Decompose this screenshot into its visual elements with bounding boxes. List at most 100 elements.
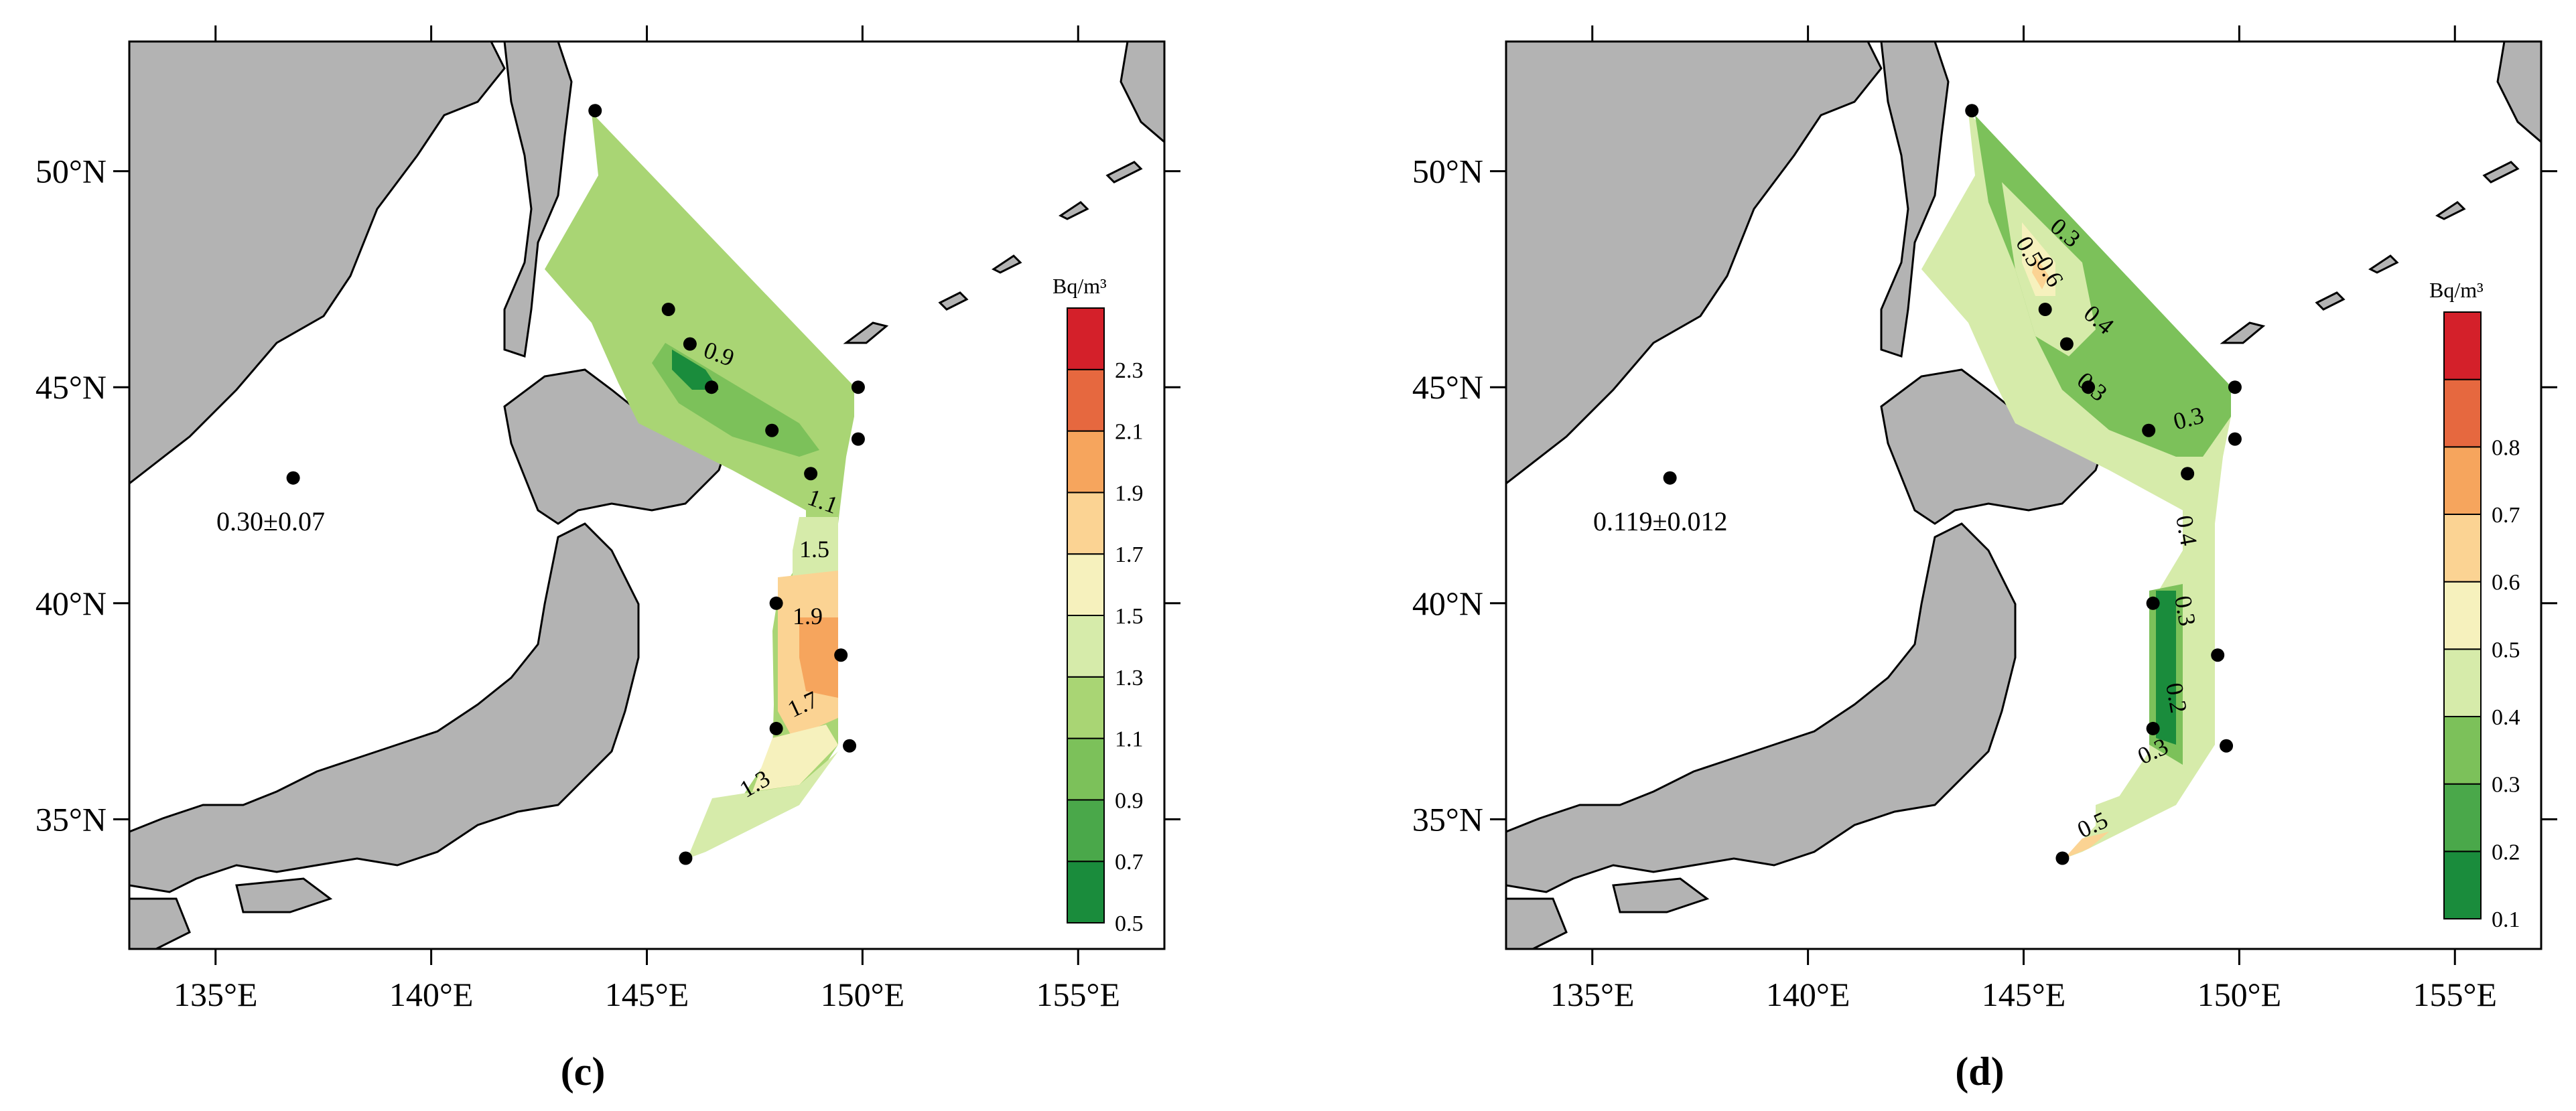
mean-annotation: 0.30±0.07 — [216, 506, 325, 536]
y-tick-label: 40°N — [1412, 585, 1483, 622]
station-dot — [2142, 423, 2156, 437]
colorbar: Bq/m³ 0.5 0.7 0.9 1.1 1.3 1.5 1.7 1.9 2.1 2.3 — [1053, 274, 1144, 936]
colorbar-swatch — [2443, 850, 2482, 919]
axes-c: 135°E 140°E 145°E 150°E 155°E 50°N 45°N 40°N 35°… — [36, 25, 1180, 1013]
station-dot — [2220, 739, 2234, 753]
colorbar-tick-label: 1.1 — [1115, 727, 1144, 752]
map-panel-d: 0.3 0.5 0.6 0.4 0.3 0.3 0.4 0.3 0.2 0.3 … — [1505, 40, 2543, 950]
x-tick-label: 150°E — [2197, 976, 2282, 1013]
station-dot — [588, 104, 602, 118]
contour-label: 0.4 — [2171, 513, 2202, 547]
colorbar-tick-label: 0.1 — [2492, 907, 2520, 932]
colorbar-swatch — [1067, 492, 1105, 555]
station-dot — [769, 721, 783, 735]
colorbar-swatch — [2443, 648, 2482, 718]
x-tick-label: 140°E — [1766, 976, 1850, 1013]
station-dot — [2228, 380, 2242, 394]
colorbar-tick-label: 0.8 — [2492, 435, 2520, 460]
colorbar-tick-label: 0.4 — [2492, 705, 2520, 730]
station-dot — [2055, 851, 2070, 865]
colorbar-unit: Bq/m³ — [1053, 274, 1107, 298]
station-dot — [1965, 104, 1979, 118]
colorbar-swatch — [1067, 307, 1105, 370]
station-dot — [2146, 721, 2160, 735]
y-tick-label: 45°N — [1412, 368, 1483, 406]
contour-fill — [1921, 113, 2231, 859]
colorbar-tick-label: 0.3 — [2492, 773, 2520, 798]
axes-d: 135°E 140°E 145°E 150°E 155°E 50°N 45°N 40°N 35°… — [1412, 25, 2557, 1013]
colorbar-unit: Bq/m³ — [2429, 278, 2484, 302]
colorbar-swatch — [1067, 676, 1105, 739]
station-dot — [2082, 380, 2096, 394]
station-dot — [2228, 432, 2242, 446]
panel-label-c: (c) — [561, 1049, 606, 1094]
colorbar-tick-label: 1.3 — [1115, 666, 1144, 690]
contour-label: 1.5 — [799, 536, 829, 563]
station-dot — [769, 596, 783, 610]
colorbar-tick-label: 0.7 — [1115, 850, 1144, 875]
station-dot — [1663, 471, 1677, 485]
colorbar-tick-label: 1.5 — [1115, 604, 1144, 629]
colorbar-tick-label: 0.6 — [2492, 571, 2520, 595]
x-tick-label: 145°E — [1982, 976, 2066, 1013]
station-dot — [661, 303, 675, 317]
colorbar-swatch — [1067, 430, 1105, 494]
x-tick-label: 135°E — [174, 976, 258, 1013]
colorbar-swatch — [2443, 378, 2482, 448]
station-dot — [2059, 337, 2074, 351]
station-dot — [851, 432, 865, 446]
x-tick-label: 135°E — [1550, 976, 1635, 1013]
colorbar-tick-label: 2.1 — [1115, 420, 1144, 445]
contour-label: 1.9 — [793, 603, 823, 629]
station-dot — [804, 467, 818, 481]
colorbar-swatch — [2443, 311, 2482, 380]
station-dot — [843, 739, 857, 753]
x-tick-label: 155°E — [1036, 976, 1120, 1013]
y-tick-label: 35°N — [1412, 800, 1483, 838]
colorbar-swatch — [1067, 368, 1105, 432]
contour-label: 0.3 — [2169, 593, 2201, 627]
colorbar-swatch — [2443, 716, 2482, 785]
colorbar-swatch — [2443, 446, 2482, 515]
colorbar-swatch — [1067, 861, 1105, 924]
station-dot — [2038, 303, 2052, 317]
y-tick-label: 40°N — [36, 585, 107, 622]
colorbar-swatch — [2443, 783, 2482, 853]
colorbar: Bq/m³ 0.1 0.2 0.3 0.4 0.5 0.6 0.7 0.8 — [2429, 278, 2520, 932]
colorbar-tick-label: 2.3 — [1115, 358, 1144, 383]
mean-annotation: 0.119±0.012 — [1593, 506, 1727, 536]
colorbar-tick-label: 0.2 — [2492, 840, 2520, 865]
colorbar-swatch — [2443, 581, 2482, 650]
colorbar-swatch — [1067, 799, 1105, 863]
station-dot — [2146, 596, 2160, 610]
station-dot — [286, 471, 300, 485]
land-masses — [129, 42, 1164, 949]
x-tick-label: 145°E — [605, 976, 689, 1013]
x-tick-label: 150°E — [821, 976, 905, 1013]
y-tick-label: 35°N — [36, 800, 107, 838]
station-dot — [2211, 648, 2225, 662]
station-dot — [2181, 467, 2195, 481]
colorbar-tick-label: 0.7 — [2492, 503, 2520, 528]
colorbar-tick-label: 1.7 — [1115, 542, 1144, 567]
station-dot — [679, 851, 693, 865]
station-markers — [1663, 104, 2242, 865]
x-tick-label: 140°E — [389, 976, 474, 1013]
station-dot — [705, 380, 719, 394]
colorbar-tick-label: 0.5 — [2492, 638, 2520, 662]
colorbar-swatch — [1067, 615, 1105, 678]
x-tick-label: 155°E — [2413, 976, 2497, 1013]
colorbar-swatch — [2443, 514, 2482, 583]
station-markers — [286, 104, 865, 865]
station-dot — [851, 380, 865, 394]
colorbar-tick-label: 0.5 — [1115, 911, 1144, 936]
y-tick-label: 50°N — [1412, 153, 1483, 190]
land-masses — [1506, 42, 2541, 949]
map-panel-c: 0.9 1.1 1.5 1.9 1.7 1.3 0.30±0.07 Bq/m³ … — [128, 40, 1166, 950]
station-dot — [834, 648, 848, 662]
station-dot — [765, 423, 779, 437]
colorbar-tick-label: 0.9 — [1115, 788, 1144, 813]
panel-label-d: (d) — [1955, 1049, 2004, 1094]
contour-label: 0.2 — [2161, 680, 2192, 715]
y-tick-label: 45°N — [36, 368, 107, 406]
